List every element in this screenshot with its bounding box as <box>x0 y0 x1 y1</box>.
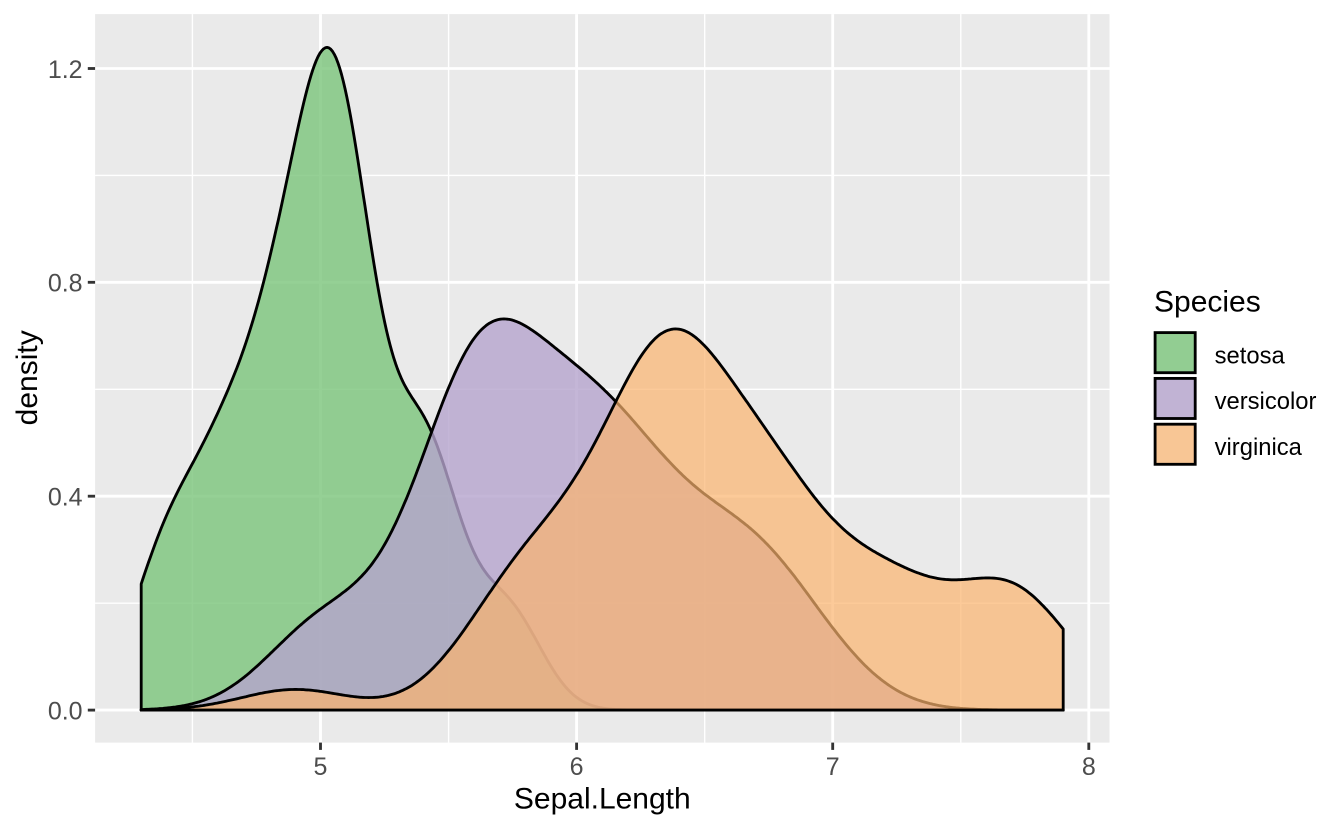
svg-text:setosa: setosa <box>1215 342 1286 369</box>
svg-text:7: 7 <box>826 753 840 781</box>
svg-text:5: 5 <box>314 753 328 781</box>
svg-text:6: 6 <box>570 753 584 781</box>
svg-text:Sepal.Length: Sepal.Length <box>514 783 691 816</box>
svg-text:8: 8 <box>1082 753 1096 781</box>
svg-text:0.4: 0.4 <box>48 484 83 512</box>
svg-text:versicolor: versicolor <box>1215 388 1317 415</box>
svg-text:virginica: virginica <box>1215 434 1303 461</box>
svg-text:0.0: 0.0 <box>48 697 83 725</box>
svg-text:1.2: 1.2 <box>48 56 83 84</box>
svg-text:0.8: 0.8 <box>48 270 83 298</box>
svg-text:Species: Species <box>1154 286 1261 319</box>
svg-text:density: density <box>11 330 44 425</box>
